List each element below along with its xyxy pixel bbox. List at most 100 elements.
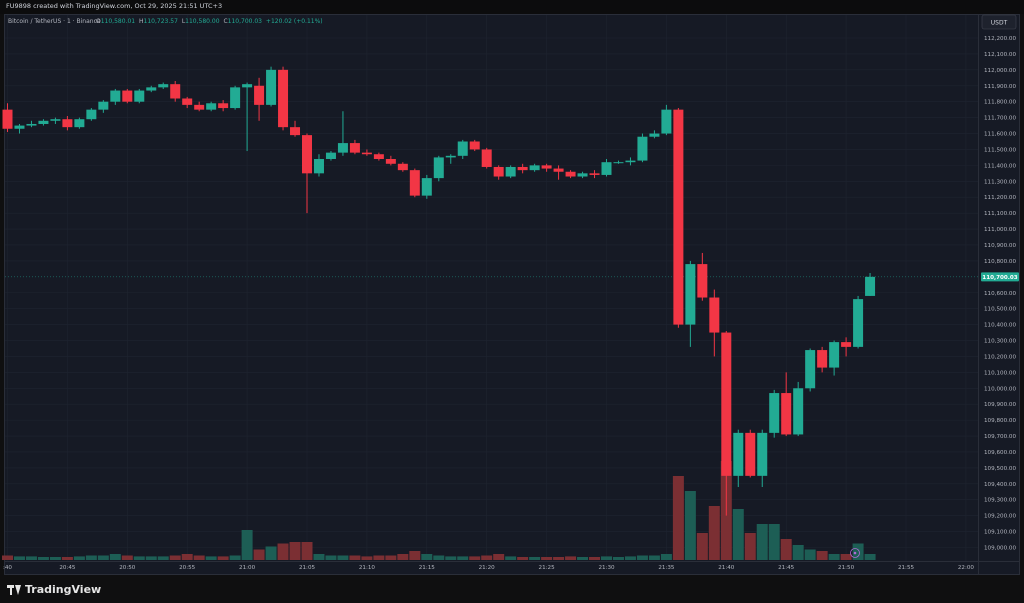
candle-body <box>254 85 265 105</box>
volume-bar <box>241 530 253 560</box>
volume-bar <box>756 524 768 560</box>
candle-body <box>565 171 576 177</box>
price-tick-label: 111,600.00 <box>984 132 1016 138</box>
volume-bar <box>325 555 337 560</box>
ohlc-legend: O110,580.01 H110,723.57 L110,580.00 C110… <box>96 18 323 25</box>
volume-bar <box>864 554 876 560</box>
candle-body <box>242 84 253 88</box>
candle-body <box>457 141 468 156</box>
candle-body <box>2 109 13 129</box>
volume-bar <box>37 557 49 560</box>
volume-bar <box>696 533 708 560</box>
low-value: 110,580.00 <box>185 18 220 25</box>
price-tick-label: 111,500.00 <box>984 147 1016 153</box>
price-tick-label: 111,100.00 <box>984 211 1016 217</box>
event-marker-dot <box>853 551 857 555</box>
time-tick-label: 21:00 <box>239 565 256 571</box>
volume-bar <box>253 549 265 560</box>
candle-body <box>685 264 696 325</box>
candle-body <box>134 90 145 102</box>
last-price-badge <box>981 272 1019 282</box>
price-tick-label: 111,300.00 <box>984 179 1016 185</box>
candle-body <box>397 163 408 171</box>
candle-body <box>481 149 492 167</box>
volume-bar <box>61 557 73 560</box>
volume-bar <box>589 557 601 560</box>
volume-bar <box>25 556 37 560</box>
candle-body <box>349 143 360 153</box>
volume-bar <box>229 555 241 560</box>
volume-bar <box>85 555 97 560</box>
volume-bar <box>409 551 421 560</box>
change-value: +120.02 (+0.11%) <box>266 18 323 25</box>
time-tick-label: 21:20 <box>479 565 496 571</box>
candle-body <box>589 173 600 175</box>
volume-bar <box>181 554 193 560</box>
candle-body <box>577 173 588 177</box>
candle-body <box>817 350 828 368</box>
tradingview-logo[interactable]: TradingView <box>7 583 101 596</box>
candle-body <box>26 123 37 126</box>
candle-body <box>637 136 648 161</box>
candle-body <box>517 166 528 171</box>
volume-bar <box>109 554 121 560</box>
price-tick-label: 111,400.00 <box>984 163 1016 169</box>
volume-bars <box>2 461 876 560</box>
volume-bar <box>732 509 744 560</box>
volume-bar <box>145 556 157 560</box>
candle-body <box>409 170 420 196</box>
volume-bar <box>337 555 349 560</box>
volume-bar <box>265 546 277 560</box>
volume-bar <box>301 542 313 560</box>
volume-bar <box>121 555 133 560</box>
time-tick-label: 21:30 <box>598 565 615 571</box>
candle-body <box>218 103 229 109</box>
export-header: FU9898 created with TradingView.com, Oct… <box>0 0 1024 14</box>
candle-body <box>793 388 804 435</box>
time-tick-label: 21:35 <box>658 565 675 571</box>
volume-bar <box>792 545 804 560</box>
candle-body <box>373 154 384 160</box>
candle-body <box>505 166 516 177</box>
price-tick-label: 111,900.00 <box>984 84 1016 90</box>
time-tick-label: 20:55 <box>179 565 196 571</box>
price-tick-label: 110,900.00 <box>984 243 1016 249</box>
footer <box>0 576 1024 603</box>
time-tick-label: :40 <box>3 565 12 571</box>
candle-body <box>86 109 97 120</box>
price-tick-label: 109,600.00 <box>984 450 1016 456</box>
candle-body <box>493 166 504 177</box>
candle-body <box>541 165 552 169</box>
volume-bar <box>205 556 217 560</box>
price-axis: 112,200.00 112,100.00 112,000.00 111,900.00… <box>984 36 1016 552</box>
candle-body <box>325 152 336 160</box>
price-tick-label: 109,100.00 <box>984 530 1016 536</box>
candle-body <box>553 168 564 172</box>
candle-body <box>433 157 444 179</box>
candle-body <box>122 90 133 102</box>
volume-bar <box>469 556 481 560</box>
candle-body <box>733 432 744 476</box>
candle-body <box>74 119 85 128</box>
time-tick-label: 21:40 <box>718 565 735 571</box>
event-marker-icon[interactable] <box>850 548 860 558</box>
volume-bar <box>133 556 145 560</box>
symbol-legend: Bitcoin / TetherUS · 1 · Binance <box>8 18 101 25</box>
price-tick-label: 110,800.00 <box>984 259 1016 265</box>
candle-body <box>194 104 205 110</box>
price-tick-label: 109,900.00 <box>984 402 1016 408</box>
price-tick-label: 109,800.00 <box>984 418 1016 424</box>
last-price-label: 110,700.03 <box>982 275 1017 281</box>
candle-body <box>98 101 109 110</box>
price-tick-label: 111,200.00 <box>984 195 1016 201</box>
volume-bar <box>385 555 397 560</box>
volume-bar <box>313 554 325 560</box>
volume-bar <box>648 555 660 560</box>
volume-bar <box>684 491 696 560</box>
close-value: 110,700.03 <box>228 18 263 25</box>
time-tick-label: 20:50 <box>119 565 136 571</box>
currency-button[interactable] <box>981 14 1017 30</box>
high-label: H <box>139 18 144 25</box>
volume-bar <box>373 555 385 560</box>
